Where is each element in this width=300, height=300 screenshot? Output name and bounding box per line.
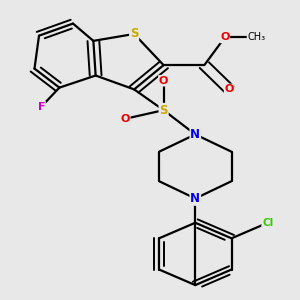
Text: F: F	[38, 102, 45, 112]
Text: CH₃: CH₃	[248, 32, 266, 42]
Text: N: N	[190, 192, 200, 205]
Text: S: S	[130, 28, 138, 40]
Text: O: O	[220, 32, 230, 42]
Text: Cl: Cl	[262, 218, 273, 228]
Text: O: O	[225, 84, 234, 94]
Text: N: N	[190, 128, 200, 141]
Text: S: S	[159, 104, 168, 117]
Text: O: O	[159, 76, 168, 86]
Text: O: O	[120, 114, 130, 124]
